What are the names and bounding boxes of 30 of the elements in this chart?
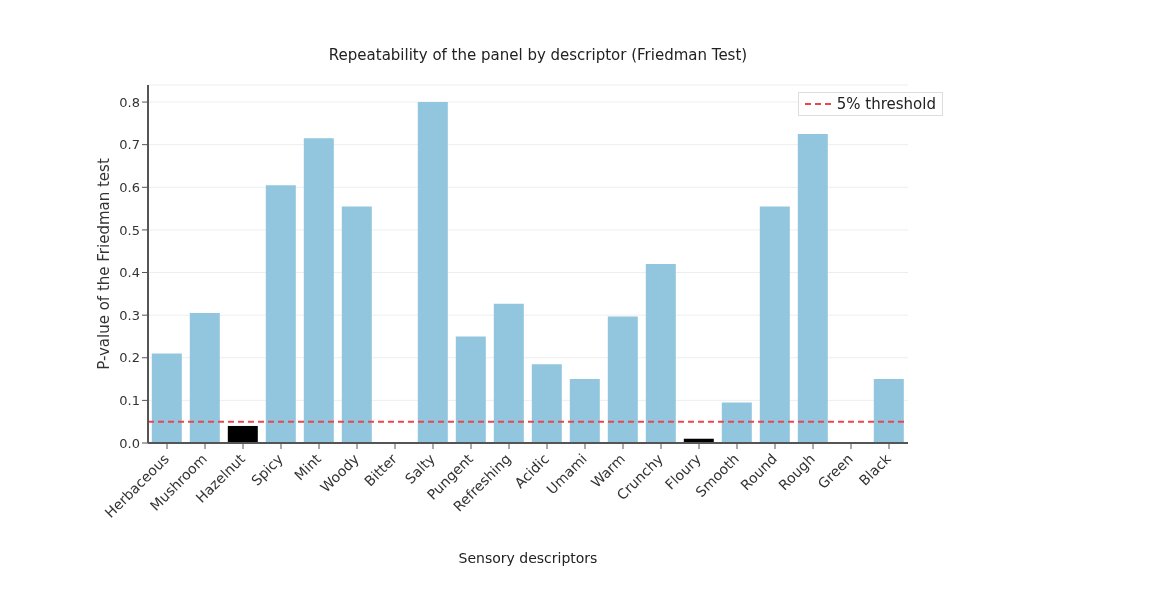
y-tick-label: 0.6 — [119, 179, 140, 195]
y-axis-title: P-value of the Friedman test — [95, 158, 114, 370]
y-tick-label: 0.5 — [119, 222, 140, 238]
bar — [303, 138, 334, 443]
bar — [455, 336, 486, 443]
bar — [569, 379, 600, 443]
y-tick-label: 0.8 — [119, 94, 140, 110]
chart-title: Repeatability of the panel by descriptor (Friedman Test) — [327, 46, 749, 64]
bar — [341, 206, 372, 443]
bar — [759, 206, 790, 443]
x-axis-title: Sensory descriptors — [458, 549, 598, 566]
bar — [189, 313, 220, 443]
bar — [417, 102, 448, 443]
legend-label: 5% threshold — [836, 95, 936, 113]
y-tick-label: 0.2 — [119, 350, 140, 366]
bar — [607, 316, 638, 443]
y-tick-label: 0.0 — [119, 435, 140, 451]
y-tick-label: 0.7 — [119, 137, 140, 153]
bar — [265, 185, 296, 443]
bar — [797, 134, 828, 443]
bar — [645, 264, 676, 443]
bar — [873, 379, 904, 443]
bar — [227, 425, 258, 443]
bar — [493, 303, 524, 443]
y-tick-label: 0.4 — [119, 265, 140, 281]
bar — [151, 353, 182, 443]
bar — [721, 402, 752, 443]
y-tick-label: 0.3 — [119, 307, 140, 323]
bar — [531, 364, 562, 443]
y-tick-label: 0.1 — [119, 393, 140, 408]
